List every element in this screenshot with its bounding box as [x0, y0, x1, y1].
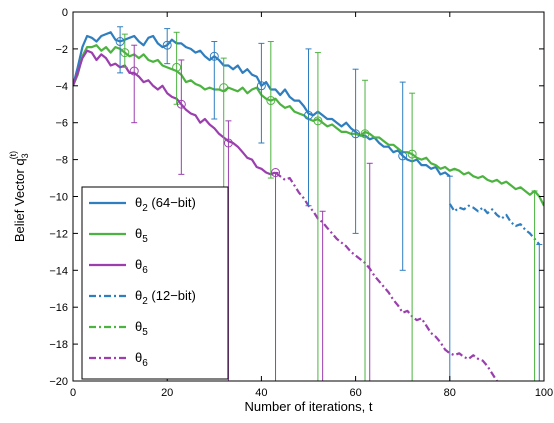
- y-tick-label-4: −8: [55, 155, 68, 167]
- legend-label-symbol-1: θ: [135, 226, 142, 241]
- legend-label-symbol-3: θ: [135, 288, 142, 303]
- legend-label-1: θ5: [135, 226, 148, 245]
- legend-label-suffix-3: (12−bit): [148, 288, 196, 303]
- y-tick-label-7: −14: [49, 265, 68, 277]
- y-tick-label-10: −20: [49, 376, 68, 388]
- series-line-5: [274, 171, 498, 381]
- x-tick-label-2: 40: [255, 387, 267, 399]
- marker-6: [398, 151, 408, 161]
- y-tick-label-6: −12: [49, 228, 68, 240]
- x-tick-label-5: 100: [535, 387, 553, 399]
- legend-box: [81, 186, 229, 380]
- marker-14: [129, 66, 139, 76]
- legend-label-symbol-4: θ: [135, 319, 142, 334]
- legend-label-symbol-0: θ: [135, 195, 142, 210]
- series-line-3: [448, 203, 541, 246]
- marker-9: [219, 83, 229, 93]
- marker-7: [120, 48, 130, 58]
- marker-8: [172, 62, 182, 72]
- y-axis-title-subscript: 3: [20, 153, 30, 158]
- marker-0: [115, 37, 125, 47]
- legend-label-symbol-2: θ: [135, 257, 142, 272]
- legend-label-5: θ6: [135, 350, 148, 369]
- y-tick-label-1: −2: [55, 44, 68, 56]
- marker-17: [271, 168, 281, 178]
- legend-label-3: θ2 (12−bit): [135, 288, 196, 307]
- error-bar-layer: [117, 26, 543, 381]
- marker-2: [209, 51, 219, 61]
- y-axis-title-main: Belief Vector q: [12, 158, 27, 242]
- marker-12: [360, 129, 370, 139]
- series-line-2: [73, 49, 276, 176]
- legend-label-0: θ2 (64−bit): [135, 195, 196, 214]
- marker-layer: [115, 37, 417, 178]
- marker-16: [223, 138, 233, 148]
- marker-3: [256, 81, 266, 91]
- y-tick-label-2: −4: [55, 81, 68, 93]
- legend-label-symbol-5: θ: [135, 350, 142, 365]
- legend-label-subscript-1: 5: [142, 234, 148, 245]
- legend-label-subscript-2: 6: [142, 265, 148, 276]
- marker-4: [304, 110, 313, 120]
- tick-layer: 0 20 40 60 80 100 0 −2 −4 −6 −8 −10 −12 −14 −16 −18 −20: [49, 7, 553, 399]
- marker-11: [313, 116, 323, 126]
- legend-label-suffix-0: (64−bit): [148, 195, 196, 210]
- y-axis-title-superscript: (t): [8, 151, 18, 160]
- y-tick-label-3: −6: [55, 118, 68, 130]
- legend-label-4: θ5: [135, 319, 148, 338]
- y-tick-label-9: −18: [49, 339, 68, 351]
- legend-label-subscript-0: 2: [142, 203, 148, 214]
- y-axis-title: Belief Vector q3(t): [8, 151, 30, 242]
- legend-label-subscript-3: 2: [142, 296, 148, 307]
- marker-13: [407, 149, 417, 159]
- legend-label-subscript-5: 6: [142, 358, 148, 369]
- marker-5: [351, 129, 361, 139]
- marker-1: [162, 40, 172, 50]
- x-axis-title: Number of iterations, t: [245, 399, 373, 414]
- legend-label-2: θ6: [135, 257, 148, 276]
- y-tick-label-8: −16: [49, 302, 68, 314]
- legend-label-subscript-4: 5: [142, 327, 148, 338]
- y-tick-label-0: 0: [62, 7, 68, 19]
- x-tick-label-0: 0: [70, 387, 76, 399]
- x-tick-label-3: 60: [349, 387, 361, 399]
- marker-10: [266, 96, 276, 106]
- x-tick-label-4: 80: [444, 387, 456, 399]
- x-tick-label-1: 20: [161, 387, 173, 399]
- y-tick-label-5: −10: [49, 192, 68, 204]
- marker-15: [176, 99, 186, 109]
